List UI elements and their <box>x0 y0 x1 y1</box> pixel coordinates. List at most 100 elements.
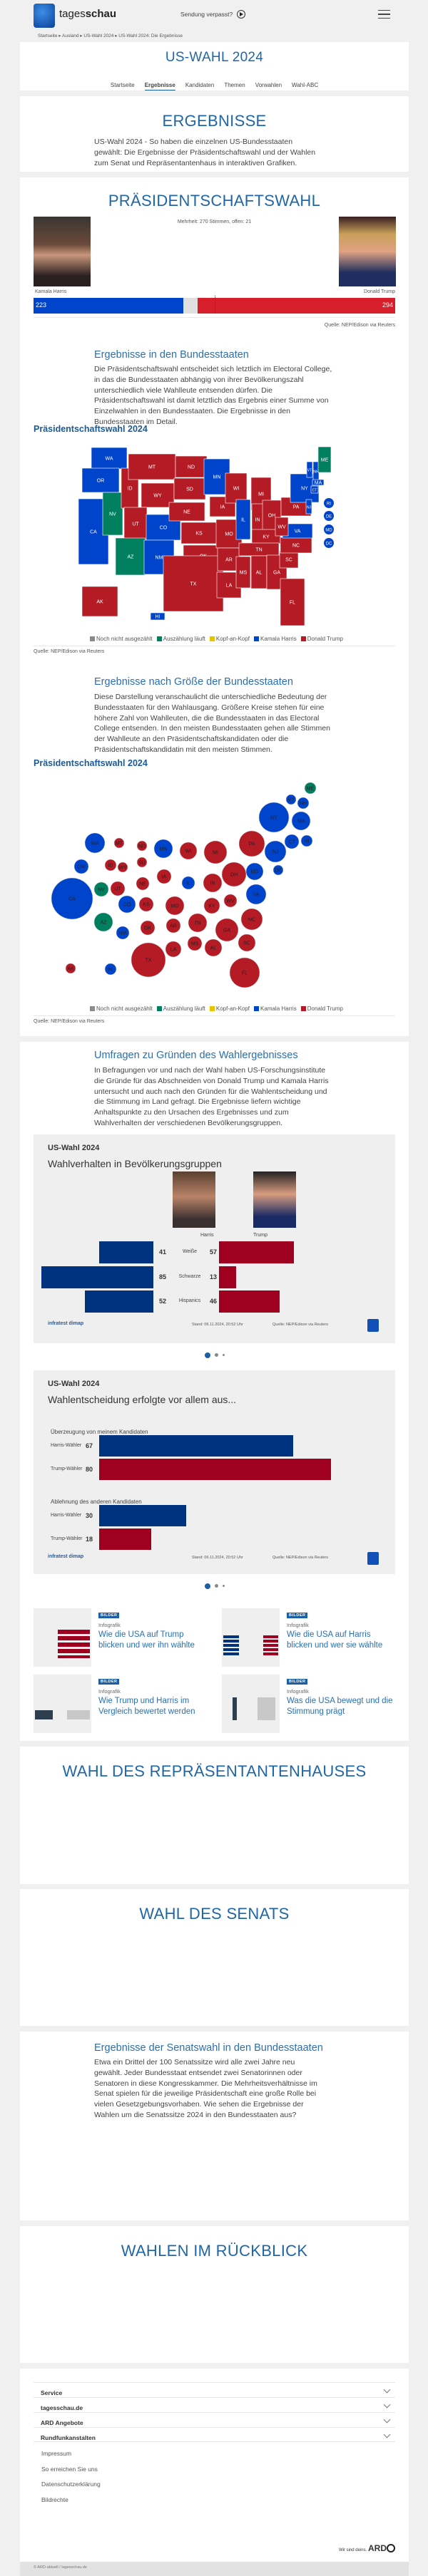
bubble-mt[interactable] <box>113 837 125 849</box>
bubble-ar[interactable] <box>165 918 181 933</box>
bubble-wi[interactable] <box>179 842 198 860</box>
missed-show-link[interactable]: Sendung verpasst? <box>180 10 245 19</box>
bubble-mi[interactable] <box>203 840 228 864</box>
state-sc[interactable] <box>279 550 299 569</box>
state-ks[interactable] <box>180 522 218 544</box>
state-ne[interactable] <box>168 502 205 522</box>
tab-vorwahlen[interactable]: Vorwahlen <box>255 82 282 88</box>
bubble-ak[interactable] <box>65 963 76 974</box>
tab-kandidaten[interactable]: Kandidaten <box>185 82 215 88</box>
tab-wahl-abc[interactable]: Wahl-ABC <box>292 82 319 88</box>
bubble-ma[interactable] <box>291 811 311 831</box>
carousel-dots[interactable] <box>20 1349 409 1362</box>
bubble-ne[interactable] <box>136 876 150 891</box>
dot-active[interactable] <box>204 1583 210 1589</box>
state-ak[interactable] <box>81 586 118 617</box>
tagesschau-logo[interactable] <box>34 4 55 28</box>
bubble-de[interactable] <box>272 864 284 876</box>
bubble-sc[interactable] <box>238 933 256 952</box>
breadcrumb-item[interactable]: US-Wahl 2024 <box>83 33 114 38</box>
bubble-md[interactable] <box>245 862 264 881</box>
tab-themen[interactable]: Themen <box>224 82 245 88</box>
state-ms[interactable] <box>235 556 251 589</box>
state-nd[interactable] <box>175 455 208 478</box>
state-az[interactable] <box>115 537 146 576</box>
state-ri[interactable] <box>324 498 334 508</box>
link-privacy[interactable]: Datenschutzerklärung <box>41 2481 101 2488</box>
bubble-sd[interactable] <box>136 857 148 868</box>
bubble-wv[interactable] <box>223 894 238 908</box>
bubble-tx[interactable] <box>131 942 166 978</box>
dot[interactable] <box>214 1584 218 1588</box>
state-vt[interactable] <box>306 461 313 478</box>
brand-name[interactable]: tagesschau <box>59 8 116 20</box>
bubble-ut[interactable] <box>110 881 126 896</box>
teaser-card[interactable]: BILDER Infografik Was die USA bewegt und… <box>222 1675 400 1733</box>
state-md[interactable] <box>324 524 334 534</box>
chart-decision[interactable]: US-Wahl 2024 Wahlentscheidung erfolgte v… <box>34 1370 395 1574</box>
state-il[interactable] <box>235 499 251 540</box>
teaser-card[interactable]: BILDER Infografik Wie die USA auf Trump … <box>34 1608 212 1667</box>
state-sd[interactable] <box>173 477 206 500</box>
state-hi[interactable] <box>150 612 165 621</box>
bubble-id[interactable] <box>104 859 117 871</box>
state-ma[interactable] <box>312 479 325 486</box>
bubble-map[interactable]: WA OR CA NV ID MT WY UT AZ CO NM ND SD NE KS OK TX MN IA MO… <box>20 177 409 997</box>
bubble-nd[interactable] <box>136 840 148 852</box>
dot[interactable] <box>214 1353 218 1357</box>
bubble-wy[interactable] <box>117 862 128 873</box>
state-nj[interactable] <box>305 499 312 514</box>
bubble-il[interactable] <box>181 876 195 890</box>
bubble-hi[interactable] <box>104 963 117 976</box>
carousel-dots[interactable] <box>20 1580 409 1593</box>
bubble-ga[interactable] <box>215 918 239 942</box>
bubble-nj[interactable] <box>264 840 287 863</box>
bubble-ok[interactable] <box>140 920 156 936</box>
bubble-ny[interactable] <box>258 802 290 833</box>
state-dc[interactable] <box>324 538 334 548</box>
accordion-ard-angebote[interactable]: ARD Angebote <box>34 2412 395 2429</box>
bubble-va[interactable] <box>245 884 267 905</box>
bubble-ri[interactable] <box>300 834 313 847</box>
bubble-in[interactable] <box>203 873 223 893</box>
state-tx[interactable] <box>163 555 224 612</box>
bubble-wa[interactable] <box>84 832 106 854</box>
bubble-nh[interactable] <box>297 797 310 809</box>
accordion-tagesschau[interactable]: tagesschau.de <box>34 2397 395 2414</box>
chart-groups[interactable]: US-Wahl 2024 Wahlverhalten in Bevölkerun… <box>34 1134 395 1343</box>
bubble-ia[interactable] <box>156 869 172 884</box>
state-ct[interactable] <box>310 485 319 494</box>
bubble-co[interactable] <box>118 895 136 914</box>
breadcrumb-item[interactable]: Startseite <box>38 33 58 38</box>
bubble-me[interactable] <box>304 782 317 795</box>
state-de[interactable] <box>324 511 334 521</box>
bubble-ky[interactable] <box>203 897 220 914</box>
bubble-ms[interactable] <box>187 936 203 951</box>
tab-ergebnisse[interactable]: Ergebnisse <box>144 82 175 90</box>
bubble-mo[interactable] <box>165 896 185 916</box>
bubble-al[interactable] <box>204 938 223 957</box>
state-wv[interactable] <box>275 517 289 537</box>
bubble-fl[interactable] <box>229 957 260 988</box>
teaser-card[interactable]: BILDER Infografik Wie die USA auf Harris… <box>222 1608 400 1667</box>
bubble-oh[interactable] <box>221 862 247 887</box>
dot[interactable] <box>222 1354 225 1357</box>
hamburger-icon[interactable] <box>378 10 390 19</box>
bubble-or[interactable] <box>73 859 89 874</box>
bubble-la[interactable] <box>165 941 182 958</box>
bubble-nm[interactable] <box>116 926 130 940</box>
dot-active[interactable] <box>204 1352 210 1358</box>
bubble-az[interactable] <box>93 912 113 932</box>
state-me[interactable] <box>317 446 332 473</box>
breadcrumb-item[interactable]: Ausland <box>62 33 79 38</box>
state-nv[interactable] <box>102 492 123 536</box>
state-mt[interactable] <box>128 453 176 480</box>
accordion-rundfunkanstalten[interactable]: Rundfunkanstalten <box>34 2427 395 2442</box>
bubble-ct[interactable] <box>284 834 300 849</box>
state-wy[interactable] <box>141 482 175 508</box>
state-fl[interactable] <box>280 578 305 626</box>
bubble-vt[interactable] <box>285 794 297 805</box>
state-or[interactable] <box>81 467 120 493</box>
us-state-map[interactable]: WAORCANVIDMTWYUTAZCONMNDSDNEKSOKTXMNIAMO… <box>20 177 409 648</box>
bubble-ca[interactable] <box>51 877 93 920</box>
